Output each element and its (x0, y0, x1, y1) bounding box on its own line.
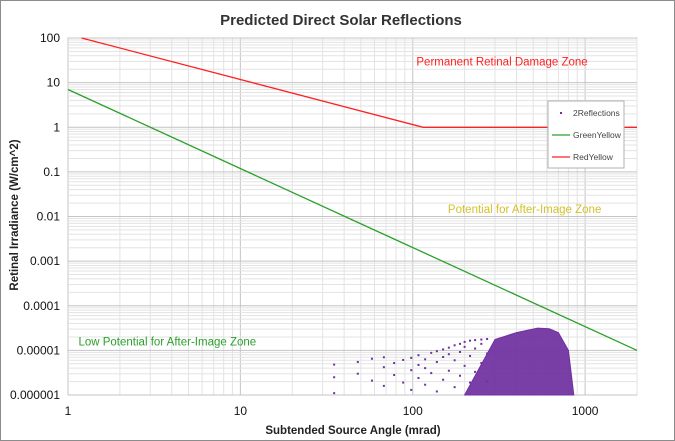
scatter-point (458, 342, 461, 345)
scatter-point (469, 339, 472, 342)
scatter-point (453, 344, 456, 347)
y-tick-label: 10 (47, 76, 61, 90)
legend-label: 2Reflections (573, 108, 620, 118)
scatter-point (356, 372, 359, 375)
y-tick-label: 0.00001 (17, 343, 61, 357)
y-tick-label: 100 (40, 31, 60, 45)
zone-label: Permanent Retinal Damage Zone (416, 57, 587, 69)
scatter-point (382, 356, 385, 359)
scatter-point (410, 356, 413, 359)
scatter-point (480, 342, 483, 345)
scatter-point (382, 366, 385, 369)
scatter-point (474, 370, 477, 373)
legend-marker (560, 112, 562, 114)
series-line-greenyellow (67, 88, 638, 351)
scatter-point (402, 381, 405, 384)
scatter-point (463, 364, 466, 367)
x-tick-label: 1 (65, 404, 72, 418)
scatter-point (463, 340, 466, 343)
scatter-point (458, 350, 461, 353)
x-tick-label: 1000 (572, 404, 599, 418)
scatter-point (486, 380, 489, 383)
scatter-point (370, 379, 373, 382)
scatter-point (417, 354, 420, 357)
legend-item-2reflections: 2Reflections (560, 108, 620, 118)
scatter-point (442, 378, 445, 381)
y-tick-label: 0.000001 (10, 388, 60, 402)
scatter-point (458, 374, 461, 377)
scatter-point (410, 369, 413, 372)
scatter-point (442, 348, 445, 351)
scatter-point (435, 360, 438, 363)
scatter-point (480, 362, 483, 365)
chart-title: Predicted Direct Solar Reflections (220, 12, 462, 29)
scatter-point (333, 376, 336, 379)
x-axis-title: Subtended Source Angle (mrad) (265, 425, 440, 437)
tick-labels: 1 10 100 1000 100 10 1 0.1 0.01 0.001 0.0001 0.0000… (10, 31, 599, 418)
zone-label: Low Potential for After-Image Zone (78, 336, 256, 348)
scatter-point (474, 339, 477, 342)
zone-annotations: Permanent Retinal Damage Zone Potential f… (78, 57, 601, 349)
y-tick-label: 0.001 (30, 254, 60, 268)
scatter-point (382, 384, 385, 387)
scatter-point (333, 392, 336, 395)
scatter-point (486, 337, 489, 340)
x-tick-label: 100 (403, 404, 423, 418)
scatter-point (480, 338, 483, 341)
zone-label: Potential for After-Image Zone (448, 204, 601, 216)
scatter-point (424, 383, 427, 386)
scatter-point (424, 367, 427, 370)
scatter-point (474, 347, 477, 350)
legend-item-greenyellow: GreenYellow (552, 130, 622, 140)
scatter-point (469, 381, 472, 384)
scatter-dense-cluster (463, 327, 575, 396)
scatter-point (447, 369, 450, 372)
scatter-point (430, 372, 433, 375)
scatter-point (469, 354, 472, 357)
y-tick-label: 0.1 (43, 165, 60, 179)
scatter-point (430, 351, 433, 354)
scatter-point (393, 374, 396, 377)
scatter-point (447, 353, 450, 356)
x-tick-label: 10 (234, 404, 248, 418)
scatter-point (417, 377, 420, 380)
grid (67, 37, 638, 396)
scatter-point (333, 363, 336, 366)
scatter-point (417, 364, 420, 367)
scatter-point (447, 346, 450, 349)
scatter-point (370, 357, 373, 360)
y-axis-title: Retinal Irradiance (W/cm^2) (9, 139, 21, 290)
scatter-point (435, 350, 438, 353)
legend-label: GreenYellow (573, 130, 622, 140)
scatter-point (453, 386, 456, 389)
y-tick-label: 0.01 (37, 210, 61, 224)
y-tick-label: 0.0001 (23, 299, 60, 313)
scatter-point (463, 345, 466, 348)
legend-item-redyellow: RedYellow (552, 152, 614, 162)
scatter-point (393, 362, 396, 365)
y-tick-label: 1 (53, 120, 60, 134)
scatter-point (486, 352, 489, 355)
scatter-point (410, 388, 413, 391)
scatter-point (442, 356, 445, 359)
scatter-point (424, 358, 427, 361)
scatter-point (435, 390, 438, 393)
scatter-point (356, 360, 359, 363)
legend-label: RedYellow (573, 152, 614, 162)
legend: 2Reflections GreenYellow RedYellow (547, 100, 625, 169)
scatter-point (453, 359, 456, 362)
series-layer (67, 37, 638, 396)
scatter-point (402, 358, 405, 361)
